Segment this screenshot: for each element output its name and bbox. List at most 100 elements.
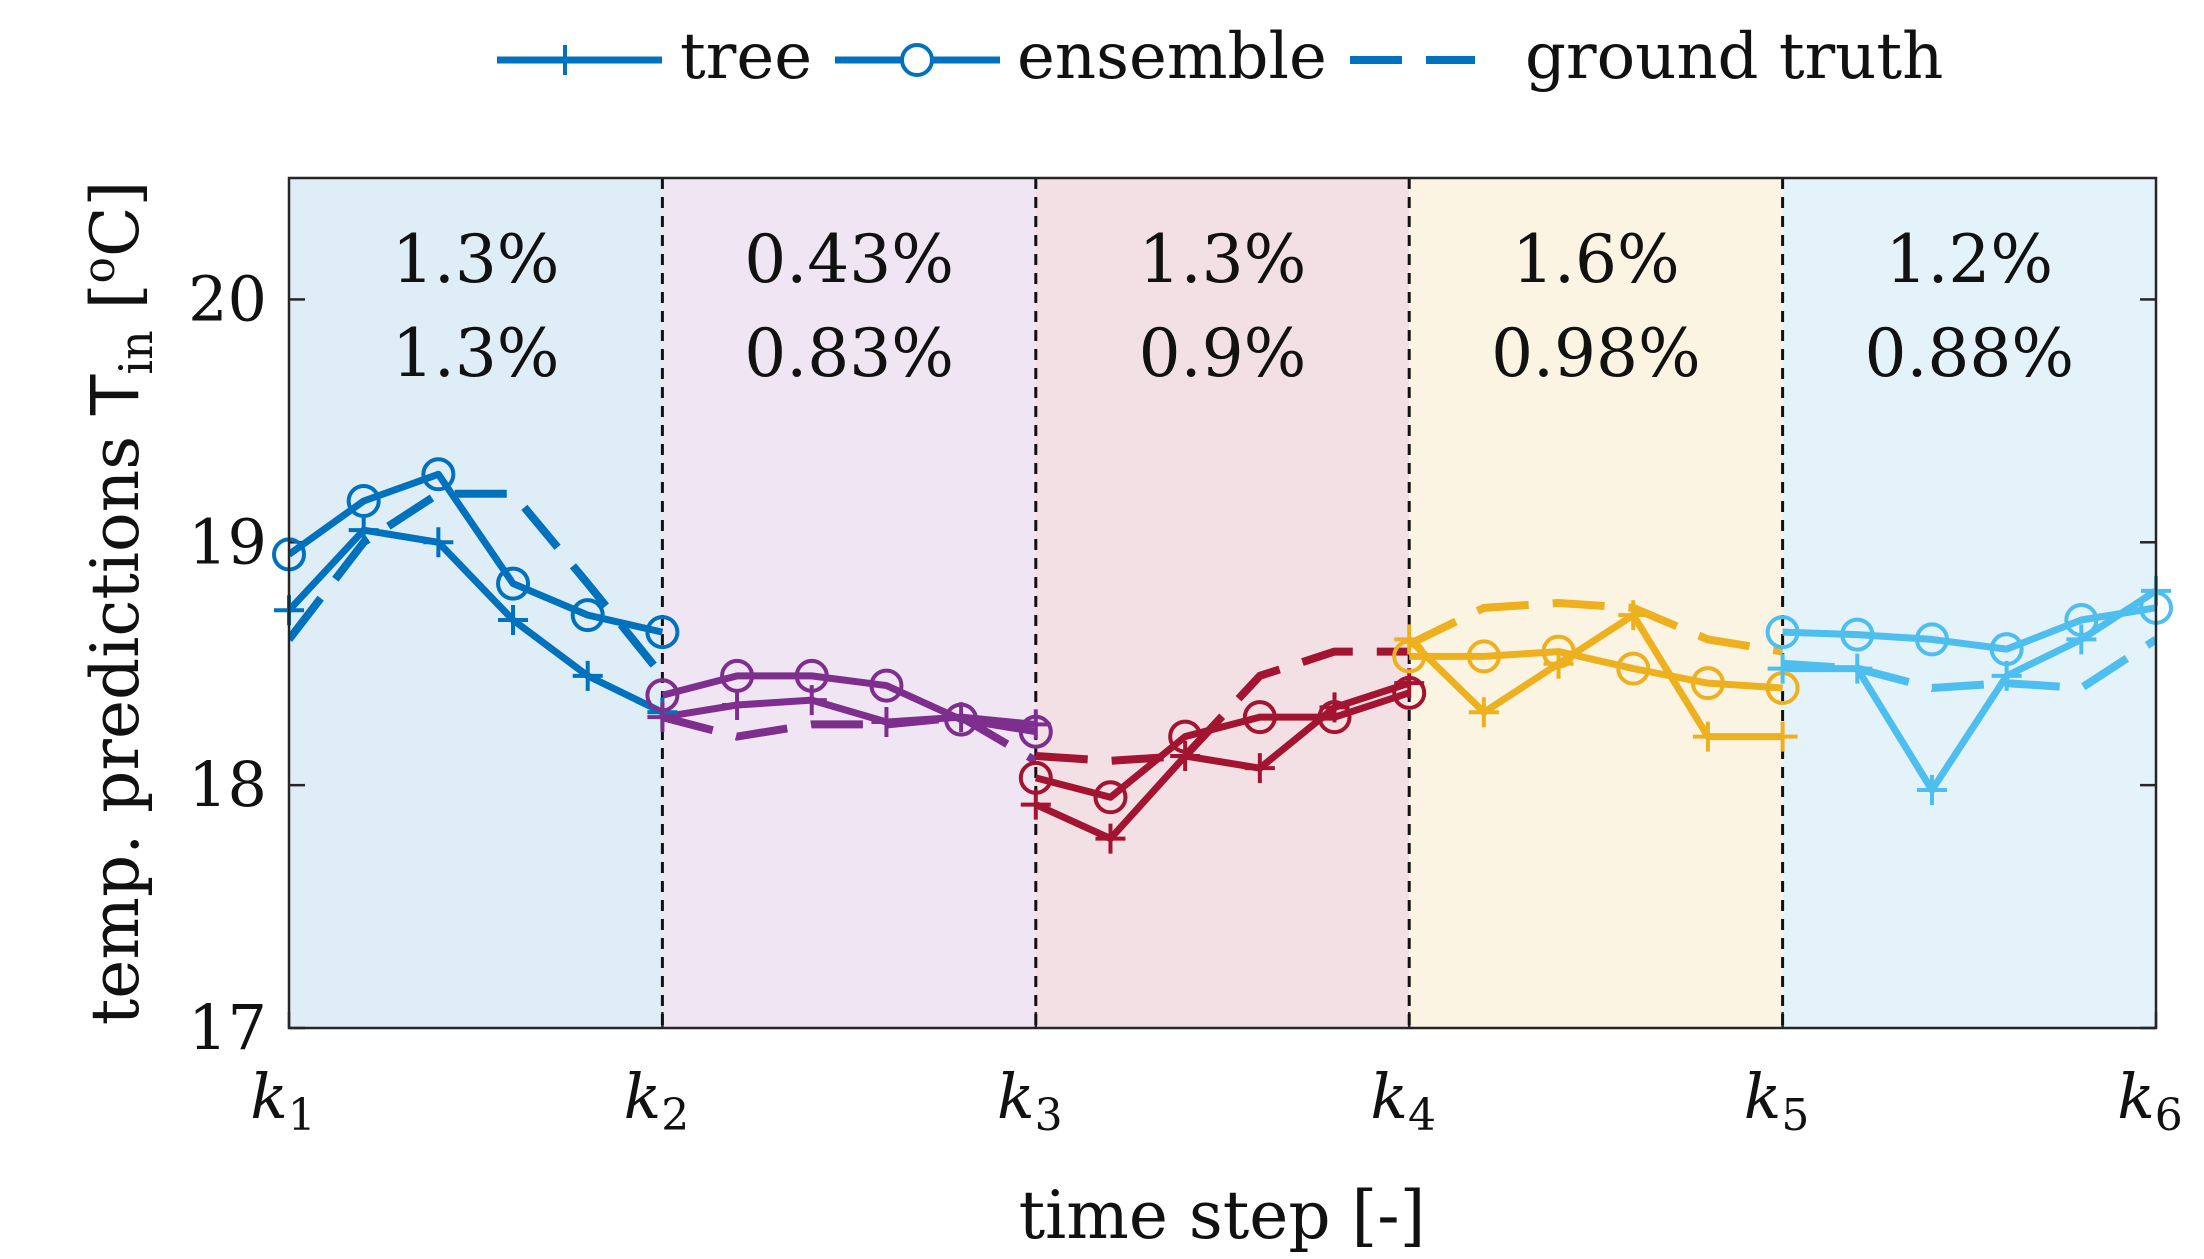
x-tick-label-1: k1	[250, 1060, 316, 1141]
ensemble-error-label-5: 0.88%	[1864, 315, 2074, 392]
tree-line-3	[1034, 679, 1411, 843]
tree-point-2-6	[1020, 709, 1051, 740]
tree-point-2-2	[722, 690, 753, 720]
x-tick-subscript: 1	[288, 1090, 316, 1141]
ensemble-point-4-2	[1466, 639, 1501, 674]
ensemble-point-2-6	[1018, 714, 1053, 749]
segment-dividers	[660, 178, 1785, 1028]
x-tick-subscript: 4	[1408, 1090, 1436, 1141]
legend-plus-marker	[550, 45, 580, 75]
ensemble-point-4-3	[1541, 634, 1576, 669]
ensemble-point-3-1	[1018, 760, 1053, 795]
tree-point-1-2	[348, 515, 379, 546]
ensemble-point-3-4	[1242, 700, 1277, 735]
x-tick-label-6: k6	[2117, 1060, 2183, 1141]
tree-point-2-4	[871, 707, 902, 737]
ensemble-point-3-3	[1168, 719, 1203, 754]
ensemble-point-1-6	[645, 615, 680, 650]
y-tick-label: 17	[188, 991, 267, 1064]
segment-shade-2	[662, 178, 1036, 1028]
x-tick-subscript: 6	[2155, 1090, 2183, 1141]
ensemble-line-5	[1782, 604, 2156, 653]
ensemble-point-2-2	[720, 658, 755, 693]
tree-point-4-2	[1468, 697, 1499, 728]
legend-entry-tree: tree	[497, 20, 812, 94]
legend-entry-ensemble: ensemble	[835, 20, 1327, 94]
ensemble-point-3-5	[1317, 700, 1352, 735]
x-tick-label-5: k5	[1744, 1060, 1810, 1141]
tree-error-label-3: 1.3%	[1139, 221, 1307, 298]
ensemble-point-2-5	[944, 702, 979, 737]
tree-point-5-5	[2066, 624, 2097, 655]
tree-point-2-1	[647, 702, 678, 733]
ensemble-point-5-1	[1765, 615, 1800, 650]
ensemble-point-2-4	[869, 668, 904, 703]
ensemble-point-3-2	[1093, 780, 1128, 815]
y-axis-title-unit-sup: o	[74, 257, 125, 284]
x-tick-subscript: 5	[1781, 1090, 1809, 1141]
tree-point-3-4	[1244, 753, 1275, 784]
segment-shading	[289, 178, 2156, 1028]
x-tick-subscript: 2	[661, 1090, 689, 1141]
ground-truth-line-1	[289, 489, 666, 679]
x-tick-base: k	[997, 1060, 1035, 1133]
ensemble-error-label-2: 0.83%	[744, 315, 954, 392]
ensemble-point-2-1	[645, 678, 680, 713]
x-tick-labels: k1 k2 k3 k4 k5 k6	[250, 1060, 2183, 1141]
legend-label-ensemble: ensemble	[1017, 20, 1327, 94]
ensemble-point-5-2	[1840, 617, 1875, 652]
legend: tree ensemble ground truth	[497, 20, 1943, 94]
tree-point-4-4	[1618, 600, 1649, 631]
x-tick-label-2: k2	[624, 1060, 690, 1141]
y-tick-label: 19	[188, 505, 267, 578]
legend-label-ground-truth: ground truth	[1525, 20, 1943, 94]
y-axis-title: temp. predictions Tin [oC]	[74, 181, 163, 1025]
ensemble-point-5-5	[2064, 603, 2099, 637]
tree-error-label-4: 1.6%	[1512, 221, 1680, 298]
ensemble-error-label-1: 1.3%	[392, 315, 560, 392]
tree-point-1-3	[423, 527, 454, 558]
tree-point-3-2	[1095, 823, 1126, 854]
ensemble-point-4-5	[1690, 666, 1725, 701]
ensemble-point-1-3	[421, 457, 456, 492]
y-tick-label: 18	[188, 748, 267, 821]
x-tick-base: k	[1370, 1060, 1408, 1133]
y-axis-title-prefix: temp. predictions	[77, 415, 154, 1025]
tree-error-label-1: 1.3%	[392, 221, 560, 298]
ground-truth-line-4	[1407, 599, 1784, 656]
ground-truth-line-3	[1035, 647, 1410, 765]
legend-circle-marker	[900, 43, 934, 77]
ensemble-line-4	[1409, 648, 1783, 692]
ground-truth-line-5	[1782, 636, 2156, 692]
x-tick-base: k	[624, 1060, 662, 1133]
x-tick-base: k	[250, 1060, 288, 1133]
ensemble-error-label-4: 0.98%	[1491, 315, 1701, 392]
x-tick-subscript: 3	[1035, 1090, 1063, 1141]
y-tick-label: 20	[188, 262, 267, 335]
tree-line-1	[289, 526, 664, 716]
segment-shade-5	[1782, 178, 2156, 1028]
tree-point-1-5	[572, 660, 603, 691]
x-axis-title: time step [-]	[1019, 1177, 1426, 1254]
ensemble-point-2-3	[794, 658, 829, 693]
y-axis-title-symbol: T	[77, 374, 154, 416]
y-axis-title-unit-close: C]	[77, 181, 154, 257]
ensemble-point-1-2	[346, 484, 381, 518]
error-percent-labels: 1.3% 1.3% 0.43% 0.83% 1.3% 0.9% 1.6% 0.98% 1.2% 0…	[392, 221, 2074, 392]
tree-point-1-4	[498, 605, 529, 635]
tree-point-4-6	[1767, 721, 1798, 752]
x-tick-label-4: k4	[1370, 1060, 1436, 1141]
x-tick-base: k	[1744, 1060, 1782, 1133]
legend-label-tree: tree	[680, 20, 812, 94]
ensemble-point-1-5	[570, 598, 605, 633]
ensemble-point-3-6	[1392, 675, 1427, 710]
tree-point-4-5	[1692, 721, 1723, 752]
legend-entry-ground-truth: ground truth	[1350, 20, 1943, 94]
tree-error-label-5: 1.2%	[1885, 221, 2053, 298]
tree-error-label-2: 0.43%	[744, 221, 954, 298]
y-axis-title-subscript: in	[109, 330, 163, 374]
x-tick-base: k	[2117, 1060, 2155, 1133]
ensemble-point-5-3	[1914, 622, 1949, 657]
y-axis-title-unit-open: [	[77, 284, 154, 331]
tree-point-5-3	[1916, 775, 1947, 805]
